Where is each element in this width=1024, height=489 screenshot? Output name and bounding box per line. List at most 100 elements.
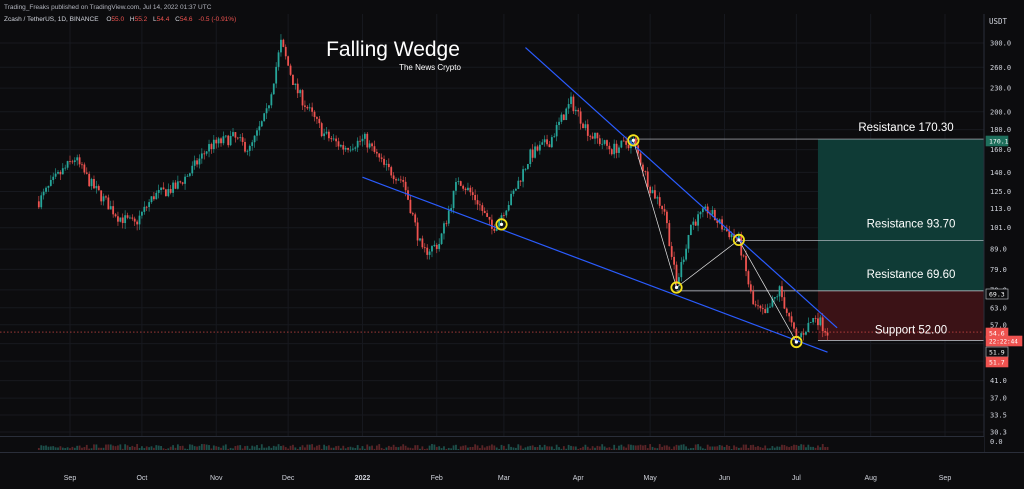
candle-body [745, 255, 747, 272]
volume-bar [138, 448, 141, 450]
volume-bar [83, 447, 86, 450]
candle-body [706, 206, 709, 214]
volume-bar [644, 444, 647, 450]
price-axis[interactable] [984, 14, 1024, 489]
candle-body [505, 210, 508, 216]
price-tag-text: 22:22:44 [989, 339, 1018, 346]
volume-bar [203, 444, 206, 450]
candle-body [479, 204, 481, 206]
candle-body [347, 147, 349, 150]
volume-bar [649, 444, 652, 450]
candle-body [191, 165, 194, 174]
volume-bar [69, 448, 71, 450]
candle-body [141, 211, 143, 216]
volume-bar [426, 448, 429, 450]
candle-body [809, 322, 812, 324]
candle-body [208, 144, 210, 152]
volume-bar [630, 444, 632, 450]
volume-bar [330, 447, 333, 450]
volume-bar [272, 445, 275, 450]
change-value: -0.5 (-0.91%) [198, 16, 236, 23]
volume-bar [512, 447, 515, 450]
level-label: Resistance 170.30 [858, 122, 953, 134]
volume-bar [73, 447, 76, 450]
volume-bar [596, 445, 599, 450]
volume-bar [598, 446, 601, 450]
candle-body [562, 114, 565, 121]
volume-bar [397, 447, 400, 450]
candle-body [495, 226, 498, 231]
candle-body [541, 142, 544, 145]
candle-body [565, 108, 568, 121]
candle-body [625, 140, 628, 145]
candle-body [596, 132, 599, 139]
candle-body [510, 193, 512, 205]
volume-bar [383, 448, 385, 450]
volume-bar [234, 446, 237, 450]
time-axis[interactable] [0, 453, 1024, 489]
volume-bar [632, 445, 635, 450]
candle-body [181, 182, 184, 184]
pivot-marker [627, 134, 640, 147]
volume-bar [390, 446, 393, 450]
candle-body [656, 197, 659, 199]
candle-body [229, 136, 232, 146]
volume-bar [335, 446, 337, 450]
volume-bar [280, 445, 282, 450]
volume-bar [380, 447, 383, 450]
volume-bar [603, 446, 606, 450]
volume-bar [164, 448, 167, 450]
candle-body [260, 121, 263, 127]
candle-body [342, 145, 345, 150]
candle-body [512, 190, 515, 194]
candle-body [531, 149, 534, 158]
candle-body [483, 210, 486, 214]
volume-bar [155, 445, 158, 450]
candle-body [793, 322, 795, 329]
volume-bar [546, 446, 548, 450]
volume-bar [284, 447, 287, 450]
volume-bar [59, 446, 62, 450]
volume-bar [778, 446, 781, 450]
volume-bar [215, 446, 218, 450]
candle-body [790, 316, 793, 323]
candle-body [114, 214, 117, 217]
volume-bar [783, 445, 786, 450]
volume-bar [673, 446, 676, 450]
candle-body [584, 124, 587, 129]
candle-body [188, 173, 191, 176]
volume-bar [263, 447, 266, 450]
time-tick-label: Feb [431, 475, 443, 482]
candle-body [560, 114, 563, 122]
volume-bar [90, 448, 93, 450]
volume-bar [685, 446, 687, 450]
candle-body [174, 182, 177, 189]
candle-body [224, 135, 227, 137]
candle-body [507, 204, 510, 211]
candle-body [469, 187, 472, 193]
volume-bar [102, 447, 105, 450]
volume-bar [289, 445, 292, 450]
price-tag [985, 356, 1009, 368]
candle-body [582, 123, 584, 129]
candle-body [788, 312, 791, 317]
volume-bar [323, 444, 326, 450]
candle-body [121, 217, 124, 224]
candle-body [459, 181, 462, 186]
currency-label: USDT [989, 17, 1008, 26]
volume-bar [646, 448, 649, 450]
candle-body [675, 264, 678, 285]
volume-bar [402, 444, 405, 450]
candle-body [634, 138, 637, 146]
symbol-legend[interactable]: Zcash / TetherUS, 1D, BINANCE O55.0 H55.… [4, 16, 236, 23]
volume-bar [131, 445, 134, 450]
candle-body [795, 328, 798, 338]
candle-body [481, 205, 484, 211]
candle-body [658, 197, 661, 206]
volume-bar [737, 447, 740, 450]
candle-body [344, 147, 347, 150]
volume-bar [268, 446, 270, 450]
volume-bar [205, 444, 208, 450]
volume-bar [464, 445, 467, 450]
